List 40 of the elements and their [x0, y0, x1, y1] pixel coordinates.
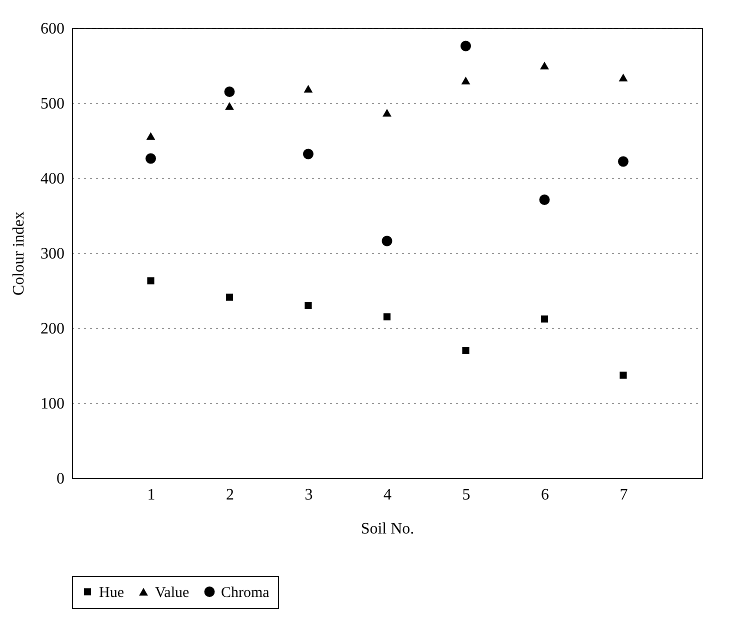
- point: [226, 294, 234, 301]
- x-tick-label: 6: [541, 486, 549, 504]
- point: [539, 194, 550, 205]
- y-tick-label: 600: [40, 20, 64, 38]
- y-axis-title: Colour index: [10, 212, 28, 296]
- y-tick-label: 200: [40, 320, 64, 338]
- y-tick-label: 400: [40, 170, 64, 188]
- point: [146, 153, 156, 164]
- point: [618, 156, 628, 167]
- point: [303, 148, 314, 160]
- point: [460, 40, 471, 52]
- x-tick-label: 5: [462, 486, 470, 504]
- point: [620, 372, 627, 379]
- point: [147, 277, 154, 284]
- x-axis-title: Soil No.: [360, 520, 414, 538]
- y-tick-label: 300: [40, 246, 64, 262]
- point: [540, 315, 548, 323]
- point: [383, 313, 391, 320]
- y-tick-label: 500: [40, 96, 64, 112]
- legend-label: Chroma: [221, 584, 270, 601]
- point: [618, 74, 628, 82]
- point: [304, 84, 313, 93]
- x-tick-label: 2: [226, 486, 234, 504]
- point: [224, 86, 235, 97]
- legend-label: Value: [155, 584, 190, 601]
- point: [225, 102, 234, 110]
- point: [382, 108, 392, 117]
- x-tick-label: 4: [384, 486, 392, 504]
- point: [146, 132, 156, 140]
- point: [461, 76, 470, 84]
- point: [382, 236, 392, 246]
- y-tick-label: 100: [40, 396, 64, 412]
- x-tick-label: 7: [620, 486, 628, 504]
- x-tick-label: 3: [304, 486, 313, 504]
- point: [304, 302, 312, 310]
- x-tick-label: 1: [147, 486, 156, 504]
- point: [462, 346, 470, 354]
- point: [540, 62, 549, 70]
- y-tick-label: 0: [56, 470, 64, 488]
- legend-label: Hue: [99, 584, 124, 601]
